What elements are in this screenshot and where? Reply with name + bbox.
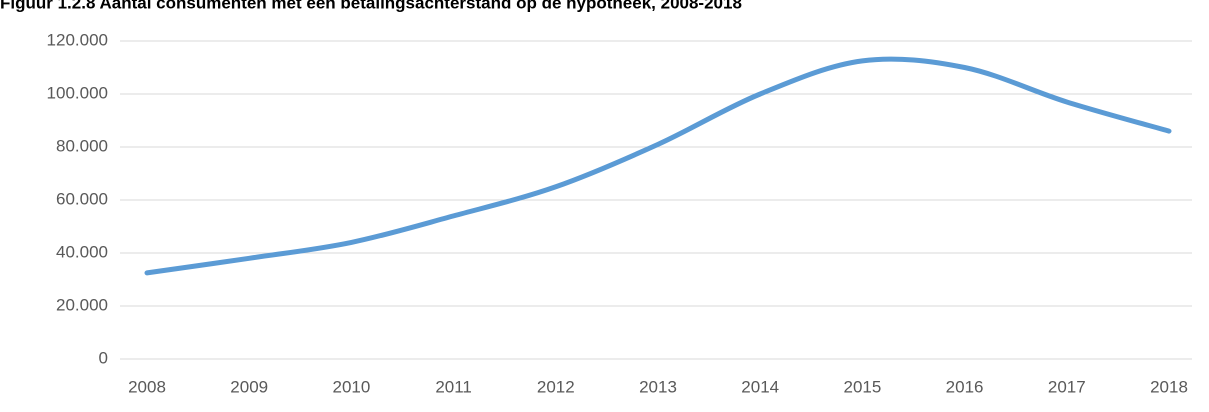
y-tick-label: 40.000 [56,242,108,261]
x-tick-label: 2010 [332,377,370,396]
data-line [144,56,1172,276]
y-tick-label: 80.000 [56,136,108,155]
x-tick-label: 2009 [230,377,268,396]
x-tick-label: 2018 [1150,377,1188,396]
x-tick-label: 2017 [1048,377,1086,396]
x-tick-label: 2012 [537,377,575,396]
x-tick-label: 2014 [741,377,779,396]
y-tick-label: 120.000 [47,30,108,49]
x-tick-label: 2016 [946,377,984,396]
chart-title: Figuur 1.2.8 Aantal consumenten met een … [0,0,742,12]
x-tick-label: 2008 [128,377,166,396]
y-tick-label: 0 [99,348,108,367]
x-tick-label: 2015 [843,377,881,396]
x-tick-label: 2011 [435,377,472,396]
y-tick-label: 60.000 [56,189,108,208]
x-tick-label: 2013 [639,377,677,396]
y-tick-label: 20.000 [56,295,108,314]
y-tick-label: 100.000 [47,83,108,102]
